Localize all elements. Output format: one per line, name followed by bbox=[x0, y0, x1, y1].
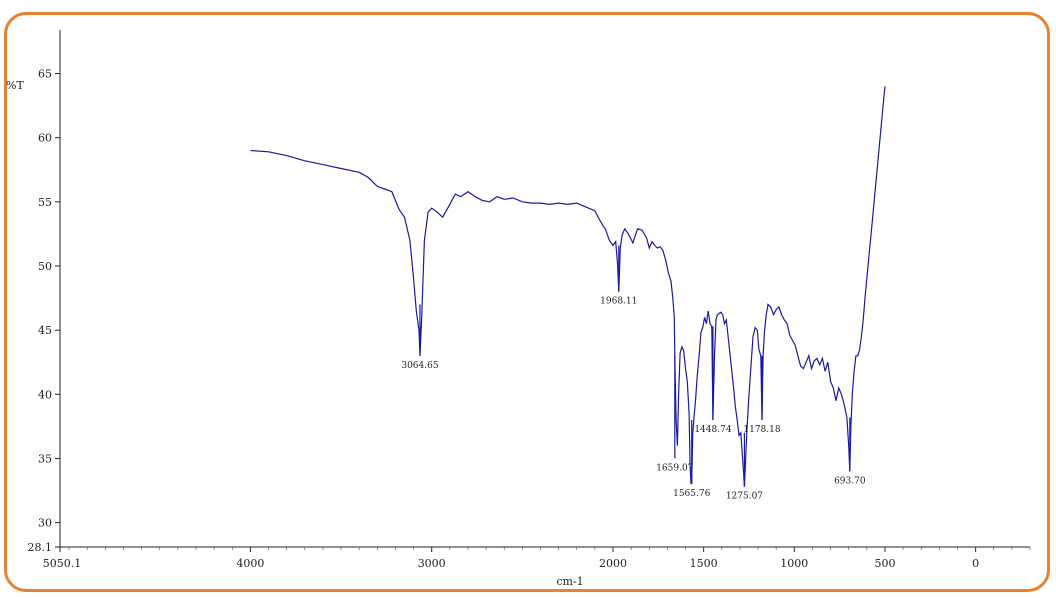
peak-markers: 3064.65 1968.11 1659.07 1565.76 1448.74 1275.… bbox=[401, 245, 866, 502]
peak-label: 1275.07 bbox=[726, 492, 763, 502]
x-tick-label: 0 bbox=[972, 557, 979, 570]
peak-label: 1448.74 bbox=[694, 425, 731, 435]
x-tick-label: 4000 bbox=[236, 557, 264, 570]
y-tick-label: 35 bbox=[38, 452, 52, 465]
x-ticks: 5050.1 4000 3000 2000 1500 1000 500 0 bbox=[43, 547, 1031, 570]
chart-frame bbox=[4, 12, 1050, 592]
spectrum-line bbox=[250, 86, 886, 487]
x-tick-label: 5050.1 bbox=[43, 557, 82, 570]
x-tick-label: 500 bbox=[874, 557, 895, 570]
peak-label: 3064.65 bbox=[401, 361, 438, 371]
peak-label: 1968.11 bbox=[600, 297, 637, 307]
peak-label: 1178.18 bbox=[743, 425, 780, 435]
y-tick-label: 40 bbox=[38, 388, 52, 401]
y-tick-label: 28.1 bbox=[28, 541, 53, 554]
x-tick-label: 2000 bbox=[599, 557, 627, 570]
y-ticks: 28.1 30 35 40 45 50 55 60 65 bbox=[28, 67, 60, 554]
y-tick-label: 30 bbox=[38, 517, 52, 530]
y-tick-label: 45 bbox=[38, 324, 52, 337]
x-tick-label: 1000 bbox=[780, 557, 808, 570]
x-tick-label: 3000 bbox=[418, 557, 446, 570]
y-tick-label: 55 bbox=[38, 196, 52, 209]
y-tick-label: 50 bbox=[38, 260, 52, 273]
x-axis-title: cm-1 bbox=[556, 575, 583, 588]
axes bbox=[59, 30, 1030, 548]
peak-label: 693.70 bbox=[834, 476, 866, 486]
peak-label: 1565.76 bbox=[673, 489, 710, 499]
x-tick-label: 1500 bbox=[690, 557, 718, 570]
y-tick-label: 60 bbox=[38, 132, 52, 145]
peak-label: 1659.07 bbox=[656, 463, 693, 473]
y-axis-title: %T bbox=[6, 79, 24, 92]
y-tick-label: 65 bbox=[38, 67, 52, 80]
